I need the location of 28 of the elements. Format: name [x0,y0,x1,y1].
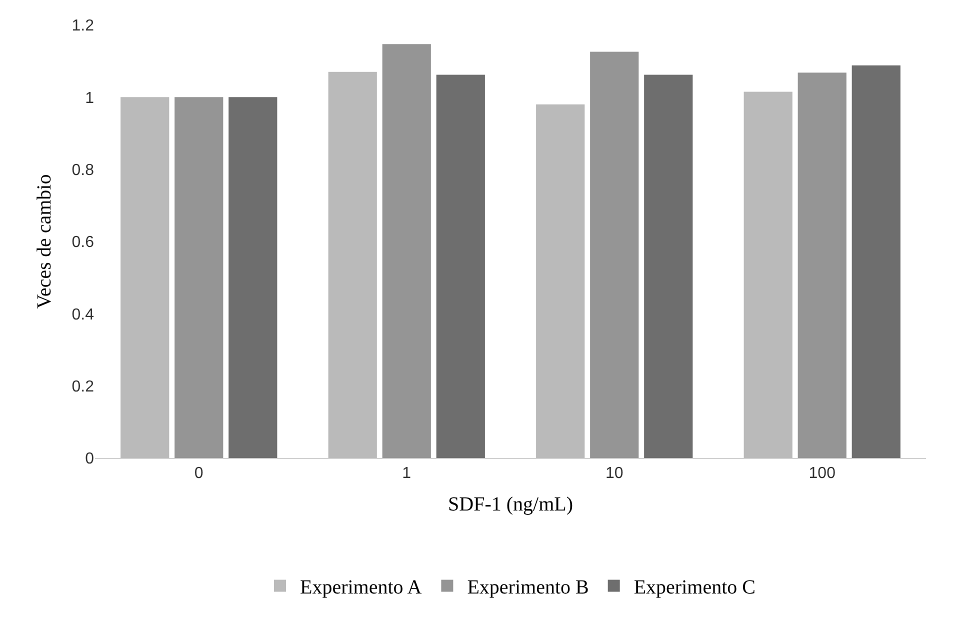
legend-label: Experimento A [300,576,422,599]
y-tick-label: 0.4 [72,306,94,324]
bar [120,97,170,458]
bar [852,65,900,458]
bar [436,74,485,458]
bar [228,97,278,458]
x-tick-label: 1 [402,465,412,482]
y-tick-label: 0.6 [72,234,94,252]
bar [744,92,792,458]
x-tick-label: 10 [605,465,624,482]
y-tick-label: 1 [85,90,94,107]
bar [590,52,639,458]
bar [382,44,431,458]
x-axis-title: SDF-1 (ng/mL) [448,494,573,516]
legend-label: Experimento B [467,576,589,599]
x-tick-label: 100 [808,465,836,482]
y-tick-label: 1.2 [72,18,94,35]
y-axis-title: Veces de cambio [33,174,56,309]
bar [644,74,693,458]
x-tick-label: 0 [194,465,204,482]
legend-label: Experimento C [634,576,756,599]
bar [174,97,224,458]
bar [328,72,377,458]
y-tick-label: 0.8 [72,162,94,179]
y-tick-label: 0.2 [72,378,94,396]
y-tick-label: 0 [85,450,94,468]
bar [536,104,585,458]
bar [798,72,846,458]
